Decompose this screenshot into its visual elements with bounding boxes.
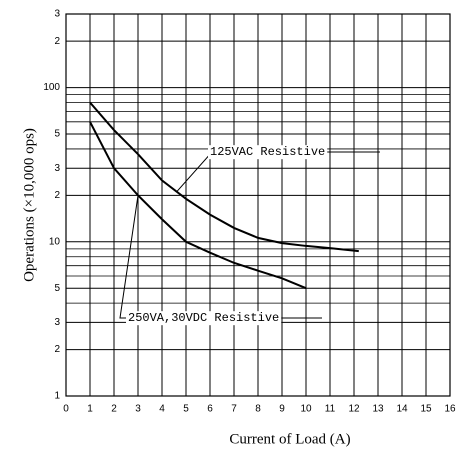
- series-label: 125VAC Resistive: [210, 145, 325, 159]
- x-tick-label: 5: [183, 404, 189, 415]
- y-tick-label: 3: [54, 163, 60, 174]
- y-tick-label: 5: [54, 283, 60, 294]
- y-tick-label: 5: [54, 129, 60, 140]
- y-tick-label: 3: [54, 317, 60, 328]
- x-tick-label: 13: [372, 404, 384, 415]
- x-tick-label: 12: [348, 404, 360, 415]
- series-line: [89, 101, 359, 253]
- x-tick-label: 11: [325, 404, 336, 415]
- x-tick-label: 9: [279, 404, 285, 415]
- x-tick-label: 14: [396, 404, 408, 415]
- plot-frame: [65, 13, 451, 397]
- x-axis-label: Current of Load (A): [229, 431, 350, 447]
- x-tick-label: 1: [87, 404, 93, 415]
- series-label: 250VA,30VDC Resistive: [128, 311, 279, 325]
- label-background: [208, 145, 328, 160]
- series-line: [89, 121, 307, 290]
- y-tick-label: 3: [54, 9, 60, 20]
- x-tick-label: 16: [444, 404, 456, 415]
- y-tick-label: 100: [43, 82, 60, 93]
- y-axis-label: Operations (×10,000 ops): [21, 128, 37, 282]
- x-tick-label: 15: [420, 404, 432, 415]
- y-tick-label: 2: [54, 344, 60, 355]
- x-tick-label: 6: [207, 404, 213, 415]
- y-tick-label: 1: [54, 391, 60, 402]
- y-tick-label: 10: [49, 236, 61, 247]
- x-tick-label: 0: [63, 404, 69, 415]
- x-tick-label: 7: [231, 404, 237, 415]
- label-background: [126, 311, 282, 326]
- x-tick-label: 4: [159, 404, 165, 415]
- x-tick-label: 8: [255, 404, 261, 415]
- x-tick-label: 2: [111, 404, 117, 415]
- x-tick-label: 10: [300, 404, 312, 415]
- x-tick-label: 3: [135, 404, 141, 415]
- y-tick-label: 2: [54, 36, 60, 47]
- y-tick-label: 2: [54, 190, 60, 201]
